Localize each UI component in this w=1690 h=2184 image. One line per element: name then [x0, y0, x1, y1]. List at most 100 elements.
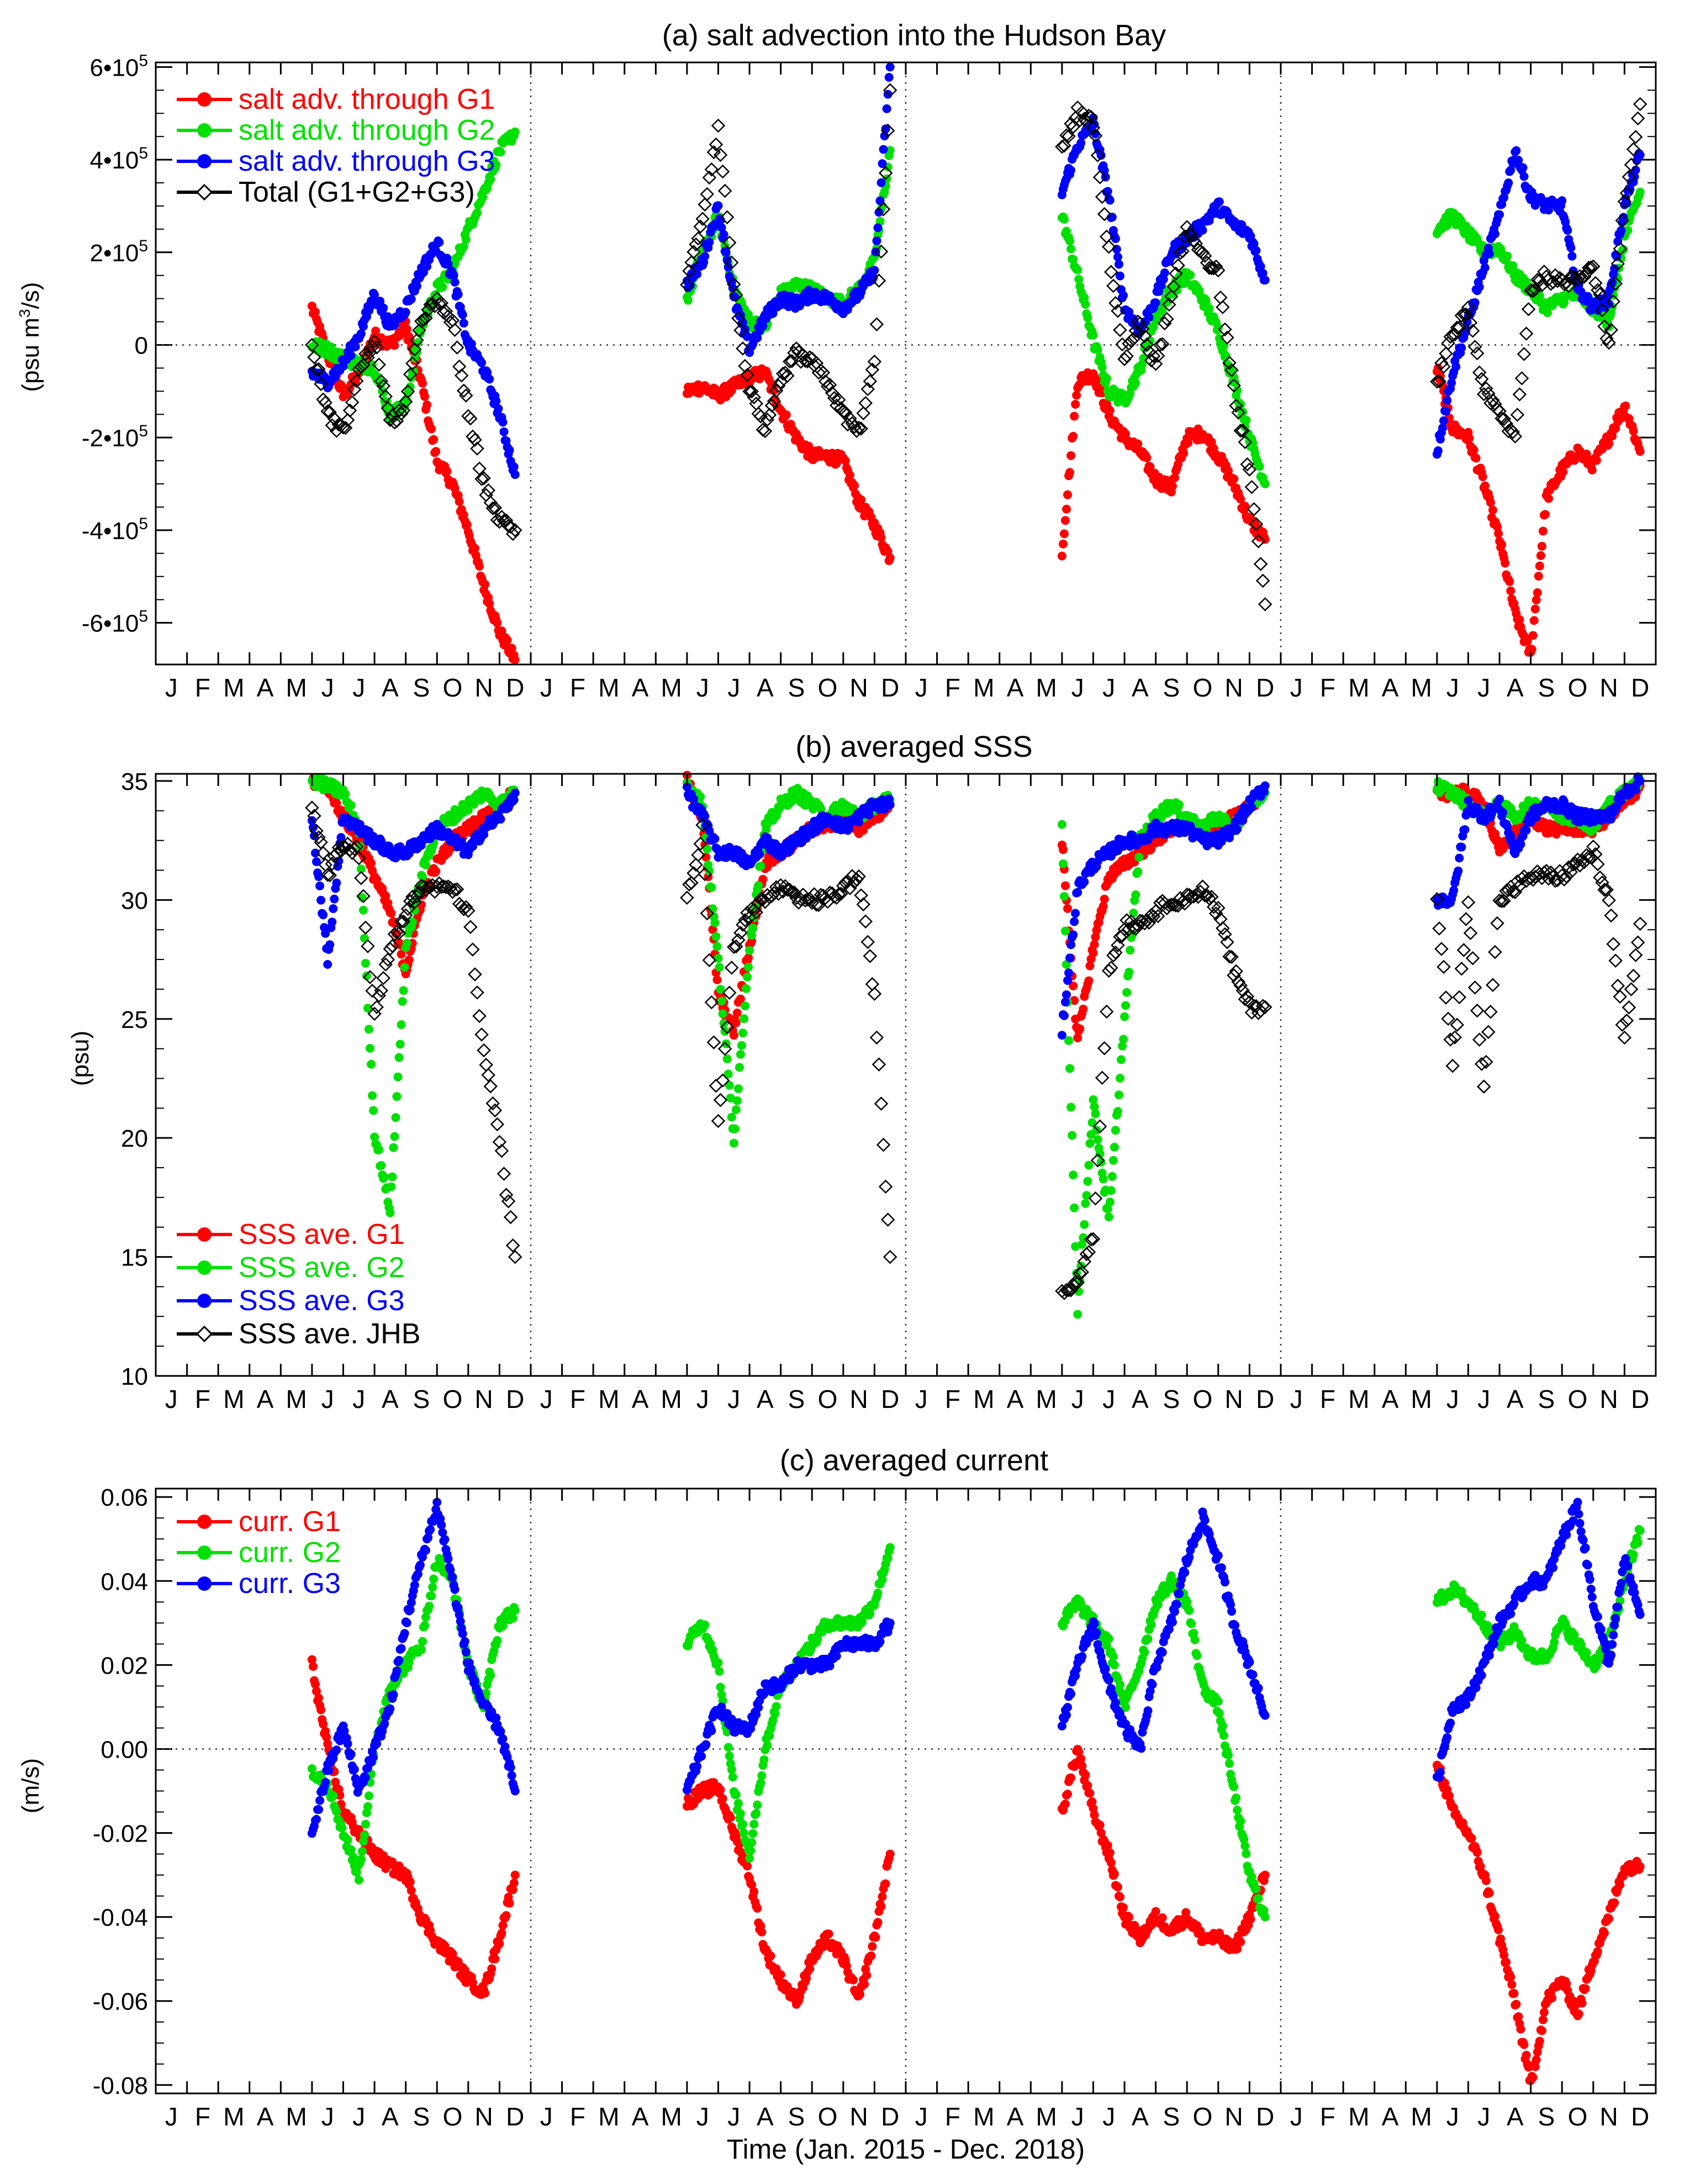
data-point [1081, 299, 1090, 309]
data-point [1518, 163, 1528, 172]
data-point [1488, 505, 1497, 515]
data-point [329, 904, 338, 914]
data-point [1494, 529, 1503, 539]
data-point [1057, 1031, 1066, 1040]
data-point [1102, 374, 1111, 383]
month-label: M [1411, 673, 1432, 702]
data-point [438, 282, 447, 292]
data-point [401, 308, 410, 317]
data-point [1084, 976, 1094, 985]
data-point [1126, 946, 1135, 955]
data-point [1537, 541, 1546, 551]
data-point [1066, 244, 1076, 254]
data-point [1080, 1220, 1089, 1229]
month-label: J [1446, 673, 1459, 702]
data-point [392, 1092, 402, 1101]
data-point [374, 1145, 384, 1154]
data-point [1063, 904, 1073, 913]
month-label: J [540, 673, 553, 702]
data-point [330, 894, 339, 904]
data-point [1097, 362, 1107, 372]
data-point [885, 553, 895, 563]
data-point [1533, 588, 1542, 598]
data-point [1105, 196, 1115, 205]
data-point [876, 533, 886, 542]
data-point [1063, 976, 1073, 985]
data-point [391, 1113, 400, 1122]
data-point [1076, 138, 1086, 147]
month-label: J [321, 673, 334, 702]
data-point [857, 495, 866, 504]
data-point [1198, 225, 1207, 235]
month-label: F [945, 673, 960, 702]
data-point [1066, 1102, 1076, 1112]
data-point [1506, 586, 1515, 595]
data-point [1455, 853, 1464, 863]
data-point [1145, 462, 1155, 472]
data-point [1121, 429, 1131, 439]
month-label: A [1132, 673, 1149, 702]
data-point [435, 238, 444, 247]
data-point [705, 866, 714, 875]
data-point [1503, 251, 1512, 261]
data-point [841, 456, 850, 466]
data-point [1062, 990, 1071, 999]
month-label: A [1007, 673, 1024, 702]
month-label: A [757, 673, 774, 702]
month-label: A [382, 673, 399, 702]
data-point [1105, 406, 1115, 415]
month-label: M [223, 673, 244, 702]
data-point [1105, 1197, 1115, 1207]
data-point [1070, 917, 1079, 926]
data-point [1469, 445, 1478, 455]
data-point [1059, 214, 1069, 224]
month-label: J [727, 673, 740, 702]
data-point [738, 1028, 747, 1038]
data-point [1635, 187, 1645, 197]
data-point [711, 932, 721, 941]
data-point [492, 397, 501, 406]
data-point [346, 351, 356, 360]
data-point [1060, 881, 1070, 890]
data-point [845, 471, 854, 480]
data-point [700, 252, 710, 261]
legend-label: salt adv. through G1 [239, 83, 495, 115]
data-point [1119, 291, 1128, 300]
data-point [850, 481, 859, 490]
data-point [1485, 249, 1494, 259]
data-point [394, 1053, 404, 1062]
data-point [1475, 282, 1484, 292]
data-point [388, 1172, 397, 1181]
data-point [1057, 820, 1066, 829]
data-point [717, 223, 726, 233]
data-point [461, 235, 471, 244]
data-point [351, 342, 360, 351]
data-point [1515, 615, 1524, 624]
data-point [1531, 595, 1541, 605]
data-point [1635, 447, 1645, 456]
y-tick-exponent: 5 [139, 422, 148, 440]
data-point [714, 953, 723, 963]
data-point [462, 520, 472, 529]
month-label: N [1600, 673, 1618, 702]
data-point [1260, 535, 1270, 544]
data-point [1151, 298, 1160, 308]
data-point [876, 178, 886, 187]
data-point [1465, 434, 1474, 443]
data-point [1530, 604, 1540, 614]
data-point [1119, 1035, 1128, 1044]
data-point [885, 800, 895, 810]
data-point [1114, 260, 1123, 269]
data-point [503, 635, 512, 645]
data-point [1508, 261, 1518, 270]
month-label: O [443, 673, 463, 702]
data-point [1559, 467, 1568, 477]
data-point [879, 145, 888, 154]
data-point [1093, 345, 1102, 355]
month-label: F [570, 673, 585, 702]
data-point [741, 1001, 749, 1011]
data-point [1491, 229, 1499, 239]
legend-marker-dot [197, 154, 212, 168]
